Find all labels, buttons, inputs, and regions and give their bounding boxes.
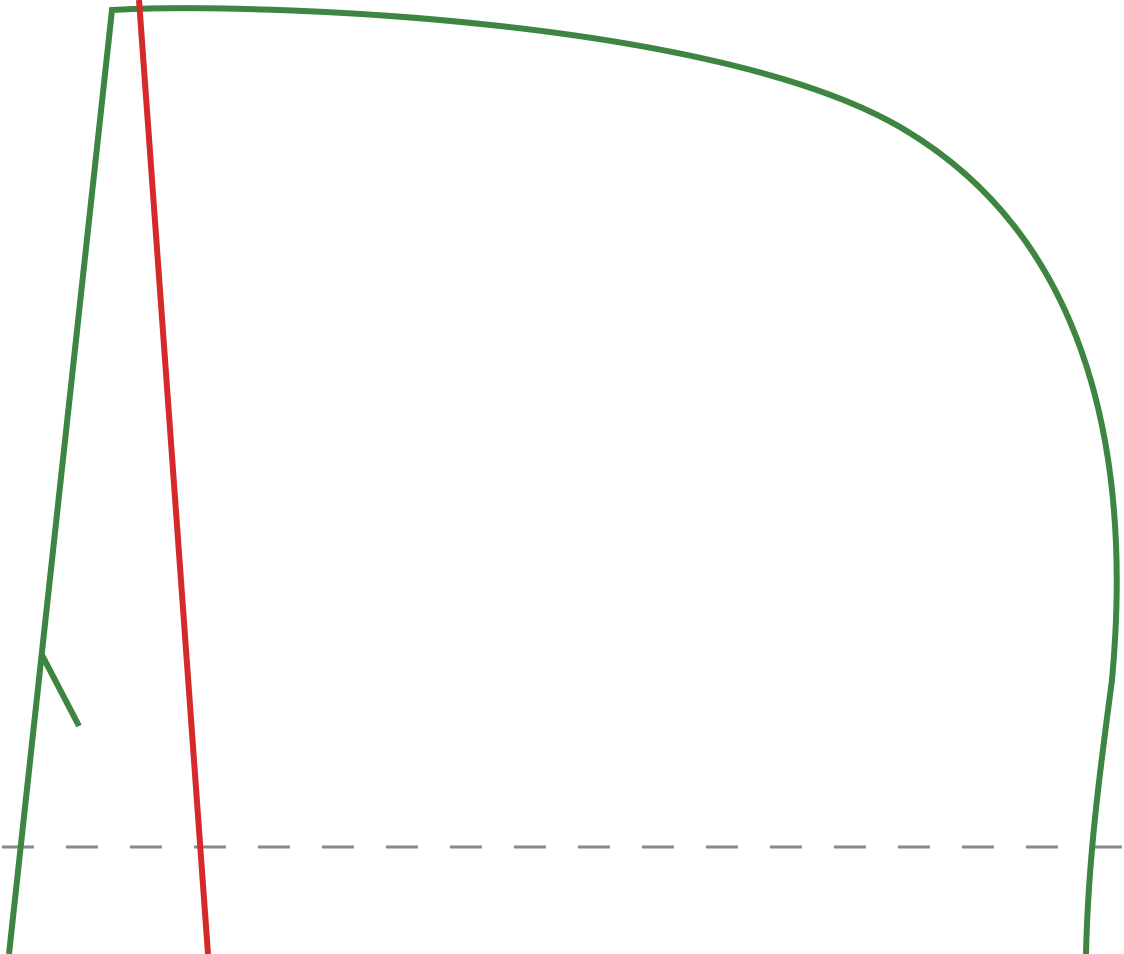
green-outline-curve (6, 5, 1120, 954)
green-tick-mark (39, 653, 82, 728)
red-steep-line (136, 0, 211, 954)
